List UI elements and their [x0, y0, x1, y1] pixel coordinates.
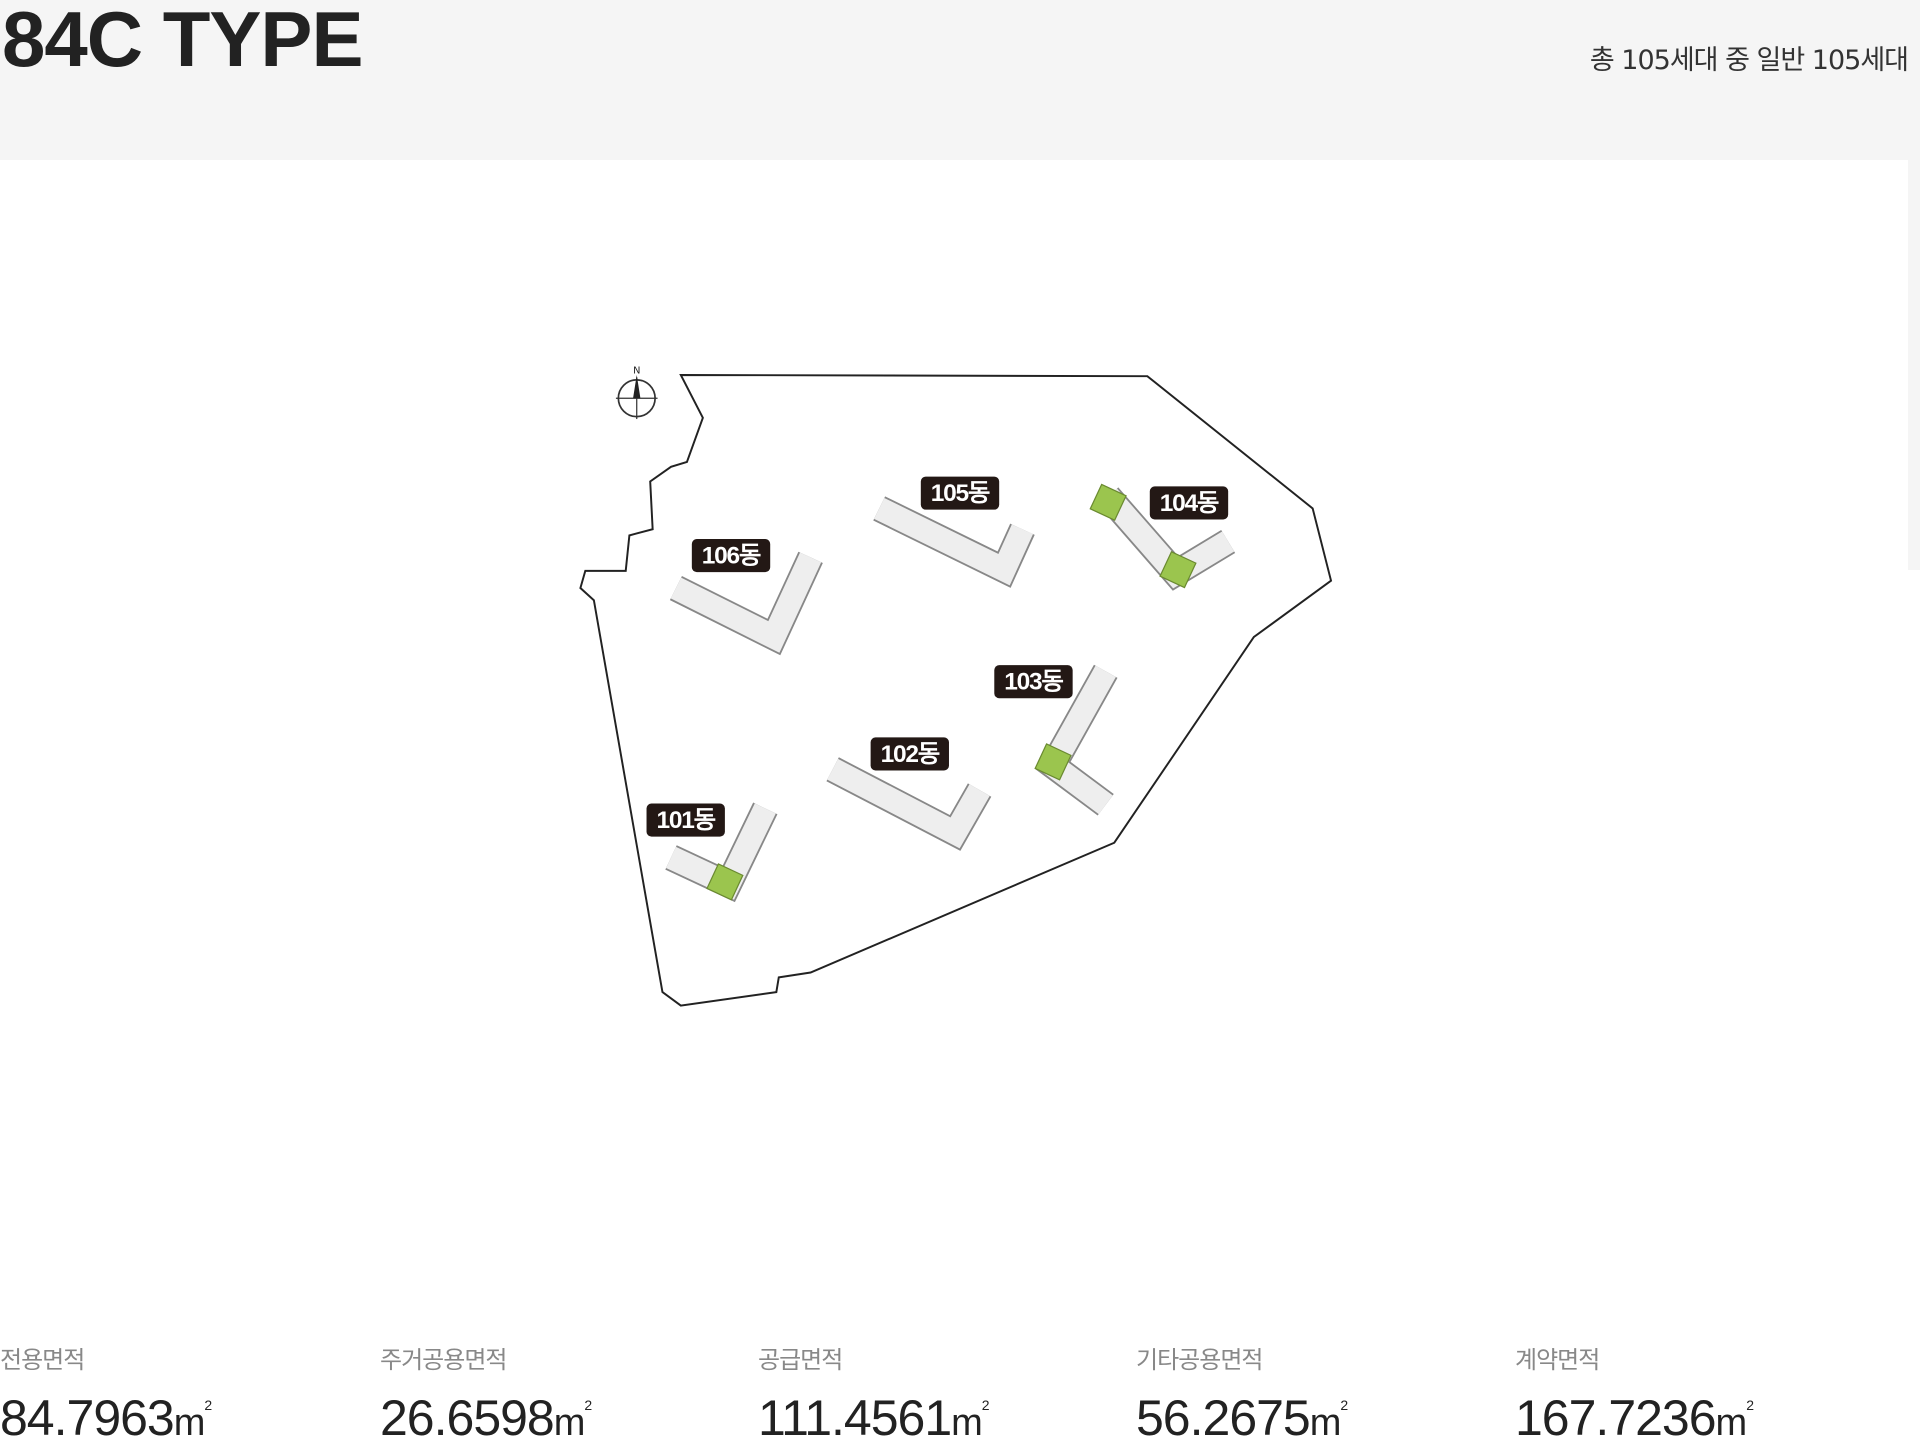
area-label: 계약면적 — [1515, 1346, 1600, 1374]
area-unit: m — [1309, 1402, 1342, 1444]
area-unit-exp: 2 — [1746, 1397, 1754, 1413]
building-label: 105동 — [931, 480, 990, 507]
area-value-row: 56.2675m2 — [1136, 1389, 1348, 1447]
building-label-bg — [920, 476, 1000, 510]
area-value: 111.4561 — [758, 1390, 952, 1446]
highlight-unit — [1089, 483, 1127, 522]
area-value-row: 167.7236m2 — [1515, 1389, 1754, 1447]
compass-icon: N — [615, 366, 658, 420]
building-label-bg — [994, 665, 1073, 699]
area-value: 84.7963 — [0, 1390, 175, 1446]
area-value: 56.2675 — [1136, 1390, 1311, 1446]
building-label-bg — [646, 803, 725, 837]
svg-text:N: N — [633, 366, 640, 377]
highlight-unit — [1159, 550, 1197, 589]
building-label-bg — [870, 737, 949, 771]
area-unit: m — [1715, 1402, 1748, 1444]
area-item: 계약면적 167.7236m2 — [1515, 1340, 1754, 1447]
building-103[interactable]: 103동 — [994, 664, 1118, 816]
page-title: 84C TYPE — [2, 0, 363, 83]
highlight-unit — [1034, 743, 1072, 781]
building-footprint — [670, 552, 822, 653]
area-item: 주거공용면적 26.6598m2 — [380, 1340, 592, 1447]
building-label: 104동 — [1160, 490, 1219, 517]
building-label: 102동 — [881, 741, 940, 768]
building-101[interactable]: 101동 — [646, 802, 778, 903]
area-label: 공급면적 — [758, 1346, 843, 1374]
area-unit-exp: 2 — [204, 1397, 212, 1413]
site-boundary — [579, 373, 1333, 1007]
area-item: 전용면적 84.7963m2 — [0, 1340, 212, 1447]
building-label-bg — [1149, 486, 1229, 520]
area-value: 26.6598 — [380, 1390, 555, 1446]
building-label: 101동 — [656, 807, 715, 834]
area-value-row: 26.6598m2 — [380, 1389, 592, 1447]
area-unit: m — [173, 1402, 206, 1444]
area-label: 기타공용면적 — [1136, 1346, 1263, 1374]
building-105[interactable]: 105동 — [873, 476, 1035, 588]
area-label: 전용면적 — [0, 1346, 85, 1374]
area-value: 167.7236 — [1515, 1390, 1717, 1446]
area-item: 공급면적 111.4561m2 — [758, 1340, 990, 1447]
area-unit: m — [553, 1402, 586, 1444]
area-unit-exp: 2 — [1340, 1397, 1348, 1413]
area-value-row: 84.7963m2 — [0, 1389, 212, 1447]
building-footprint — [827, 758, 990, 849]
area-unit-exp: 2 — [584, 1397, 592, 1413]
building-label: 106동 — [702, 543, 761, 570]
building-footprint — [874, 497, 1034, 586]
building-102[interactable]: 102동 — [826, 737, 992, 851]
area-label: 주거공용면적 — [380, 1346, 507, 1374]
header: 84C TYPE 총 105세대 중 일반 105세대 — [0, 0, 1920, 160]
building-104[interactable]: 104동 — [1089, 483, 1236, 591]
building-label: 103동 — [1004, 669, 1063, 696]
area-unit-exp: 2 — [981, 1397, 990, 1413]
building-106[interactable]: 106동 — [669, 539, 823, 656]
unit-count: 총 105세대 중 일반 105세대 — [1589, 45, 1909, 76]
area-item: 기타공용면적 56.2675m2 — [1136, 1340, 1348, 1447]
area-value-row: 111.4561m2 — [758, 1389, 990, 1447]
highlight-unit — [706, 863, 744, 901]
area-unit: m — [951, 1402, 983, 1444]
building-label-bg — [691, 539, 771, 573]
side-strip — [1908, 160, 1920, 570]
